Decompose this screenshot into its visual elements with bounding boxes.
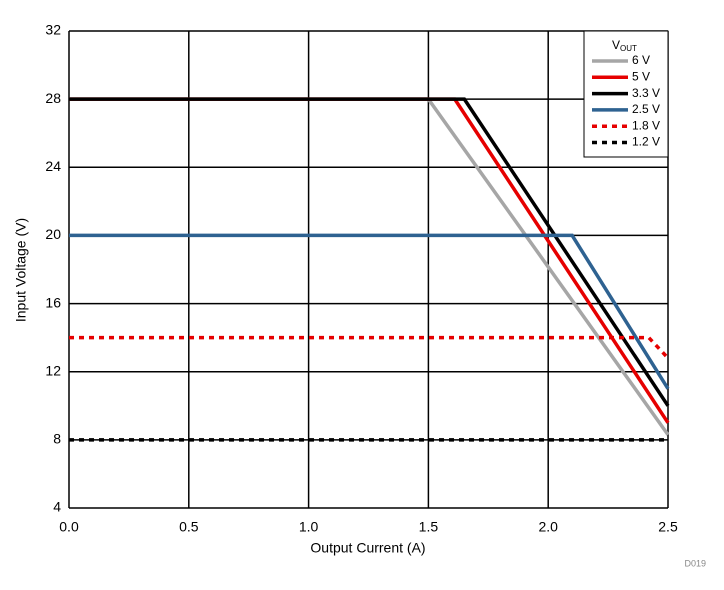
y-tick-label: 32 xyxy=(45,22,61,38)
legend-label: 6 V xyxy=(632,53,650,67)
x-tick-label: 2.5 xyxy=(658,519,678,535)
y-tick-label: 16 xyxy=(45,294,61,310)
legend-label: 3.3 V xyxy=(632,86,660,100)
x-tick-label: 1.5 xyxy=(419,519,439,535)
x-tick-label: 2.0 xyxy=(538,519,558,535)
legend-title: VOUT xyxy=(612,38,637,53)
y-axis-label: Input Voltage (V) xyxy=(13,218,29,322)
series-line xyxy=(69,233,670,390)
y-tick-label: 28 xyxy=(45,90,61,106)
legend-label: 1.8 V xyxy=(632,118,660,132)
series-line xyxy=(69,97,670,436)
x-tick-label: 0.5 xyxy=(179,519,199,535)
series-line xyxy=(69,335,670,360)
figure-id: D019 xyxy=(684,558,706,568)
y-tick-label: 24 xyxy=(45,158,61,174)
series-line xyxy=(69,97,670,407)
x-axis-label: Output Current (A) xyxy=(310,540,425,556)
legend-label: 1.2 V xyxy=(632,135,660,149)
series-line xyxy=(69,97,670,424)
y-tick-label: 20 xyxy=(45,226,61,242)
legend-title-main: V xyxy=(612,38,620,52)
legend-title-sub: OUT xyxy=(620,44,637,53)
x-tick-label: 0.0 xyxy=(59,519,79,535)
y-tick-label: 4 xyxy=(53,499,61,515)
legend-label: 2.5 V xyxy=(632,102,660,116)
y-tick-label: 8 xyxy=(53,431,61,447)
y-tick-label: 12 xyxy=(45,362,61,378)
legend-label: 5 V xyxy=(632,69,650,83)
x-tick-label: 1.0 xyxy=(299,519,319,535)
